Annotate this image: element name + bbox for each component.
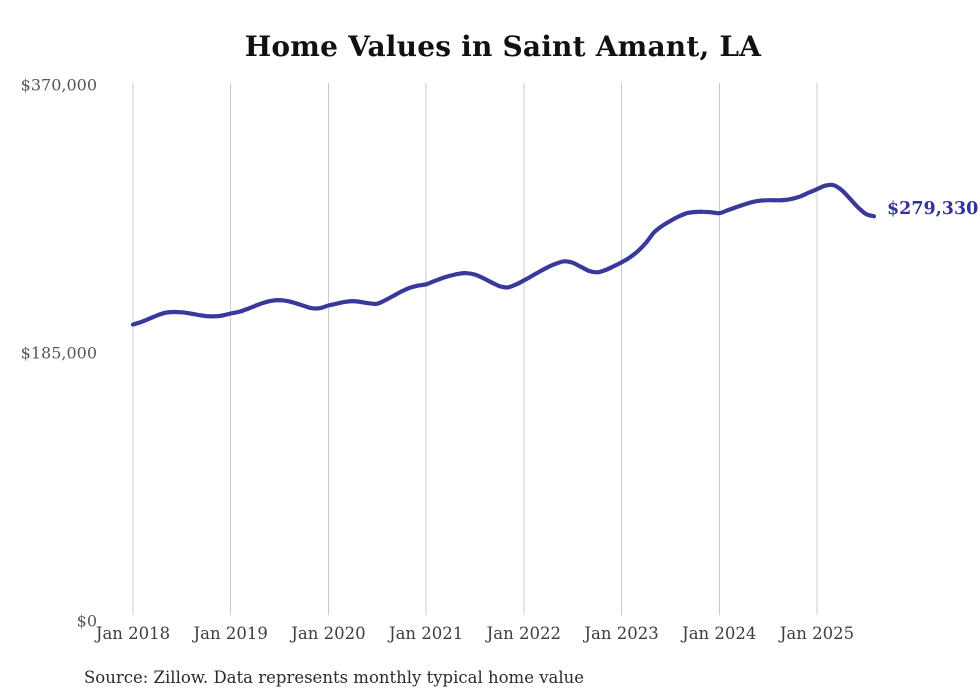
gridlines — [132, 83, 818, 615]
x-tick-label: Jan 2020 — [291, 624, 366, 643]
x-tick-label: Jan 2018 — [95, 624, 171, 643]
x-tick-label: Jan 2023 — [584, 624, 659, 643]
x-tick-label: Jan 2022 — [486, 624, 561, 643]
x-tick-label: Jan 2021 — [388, 624, 464, 643]
x-tick-label: Jan 2024 — [682, 624, 757, 643]
source-note: Source: Zillow. Data represents monthly … — [84, 668, 585, 687]
x-tick-label: Jan 2019 — [193, 624, 268, 643]
y-tick-label: $0 — [76, 611, 97, 631]
home-value-line — [130, 182, 877, 327]
latest-value-label: $279,330 — [886, 199, 979, 220]
y-tick-label: $185,000 — [20, 343, 97, 363]
chart-title: Home Values in Saint Amant, LA — [244, 30, 762, 63]
y-tick-label: $370,000 — [20, 75, 97, 95]
x-tick-label: Jan 2025 — [779, 624, 855, 643]
